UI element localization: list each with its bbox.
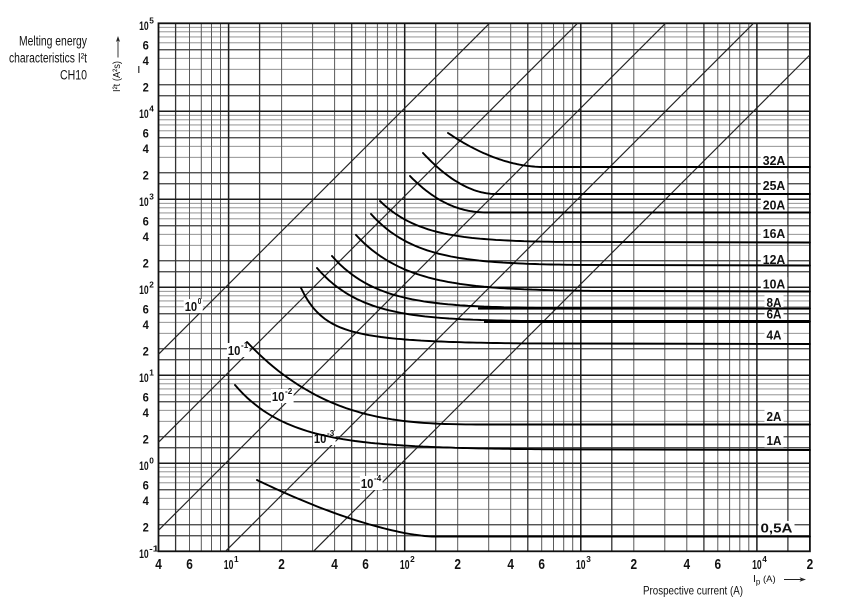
svg-text:6: 6 — [143, 302, 149, 316]
svg-text:6: 6 — [538, 556, 545, 573]
svg-text:4: 4 — [331, 556, 338, 573]
svg-text:-2: -2 — [285, 387, 293, 396]
svg-text:6: 6 — [362, 556, 369, 573]
svg-text:3: 3 — [149, 193, 154, 202]
svg-text:10: 10 — [139, 547, 149, 561]
svg-text:2: 2 — [143, 256, 149, 270]
svg-text:2: 2 — [143, 168, 149, 182]
svg-text:4: 4 — [155, 556, 162, 573]
svg-text:I²t (A²s): I²t (A²s) — [112, 61, 123, 92]
svg-text:6: 6 — [143, 390, 149, 404]
svg-text:Melting energy: Melting energy — [19, 34, 87, 49]
svg-text:2: 2 — [143, 344, 149, 358]
svg-text:0: 0 — [149, 457, 154, 466]
svg-text:2: 2 — [143, 80, 149, 94]
svg-text:10: 10 — [139, 283, 149, 297]
svg-text:16A: 16A — [763, 227, 786, 241]
svg-text:-1: -1 — [241, 341, 249, 350]
svg-text:10: 10 — [361, 476, 374, 491]
svg-text:20A: 20A — [763, 198, 786, 212]
svg-text:4: 4 — [143, 142, 149, 156]
svg-text:4: 4 — [143, 54, 149, 68]
svg-text:32A: 32A — [763, 154, 786, 168]
svg-text:-3: -3 — [327, 429, 335, 438]
svg-text:4: 4 — [507, 556, 514, 573]
svg-text:10: 10 — [139, 371, 149, 385]
svg-text:10: 10 — [576, 558, 586, 572]
svg-text:-4: -4 — [374, 474, 382, 483]
svg-text:10: 10 — [400, 558, 410, 572]
svg-text:0,5A: 0,5A — [761, 522, 793, 536]
svg-text:6: 6 — [143, 214, 149, 228]
svg-text:2: 2 — [410, 554, 415, 564]
svg-text:1: 1 — [149, 369, 154, 378]
svg-text:10: 10 — [224, 558, 234, 572]
svg-text:12A: 12A — [763, 253, 786, 267]
svg-text:-1: -1 — [149, 545, 159, 554]
svg-text:4: 4 — [143, 494, 149, 508]
svg-text:6: 6 — [143, 126, 149, 140]
svg-text:4A: 4A — [767, 329, 782, 343]
svg-text:2: 2 — [143, 432, 149, 446]
svg-text:4: 4 — [143, 230, 149, 244]
svg-text:2: 2 — [143, 520, 149, 534]
svg-text:10: 10 — [139, 195, 149, 209]
svg-text:6A: 6A — [767, 308, 782, 322]
svg-text:8A: 8A — [767, 296, 782, 310]
svg-text:10: 10 — [139, 107, 149, 121]
svg-text:Prospective current (A): Prospective current (A) — [643, 584, 743, 598]
svg-text:6: 6 — [143, 478, 149, 492]
svg-text:10: 10 — [139, 459, 149, 473]
svg-text:4: 4 — [684, 556, 691, 573]
svg-text:1: 1 — [234, 554, 239, 564]
svg-text:25A: 25A — [763, 179, 786, 193]
svg-text:CH10: CH10 — [60, 68, 87, 83]
svg-text:4: 4 — [143, 318, 149, 332]
svg-text:5: 5 — [149, 17, 154, 26]
svg-text:10: 10 — [272, 389, 285, 404]
svg-text:4: 4 — [143, 406, 149, 420]
svg-text:10: 10 — [228, 343, 241, 358]
svg-text:1A: 1A — [767, 434, 782, 448]
svg-text:6: 6 — [143, 38, 149, 52]
svg-text:10A: 10A — [763, 278, 786, 292]
svg-text:2: 2 — [278, 556, 285, 573]
svg-text:2A: 2A — [767, 410, 782, 424]
svg-text:6: 6 — [715, 556, 722, 573]
svg-text:characteristics I²t: characteristics I²t — [9, 51, 87, 66]
svg-text:2: 2 — [149, 281, 154, 290]
svg-text:2: 2 — [807, 556, 814, 573]
svg-text:3: 3 — [586, 554, 591, 564]
svg-text:10: 10 — [185, 299, 198, 314]
svg-text:10: 10 — [752, 558, 762, 572]
svg-text:10: 10 — [139, 19, 149, 33]
svg-text:2: 2 — [454, 556, 461, 573]
svg-text:4: 4 — [762, 554, 767, 564]
svg-text:0: 0 — [198, 297, 202, 306]
svg-text:6: 6 — [186, 556, 193, 573]
svg-text:4: 4 — [149, 105, 154, 114]
svg-text:2: 2 — [631, 556, 638, 573]
